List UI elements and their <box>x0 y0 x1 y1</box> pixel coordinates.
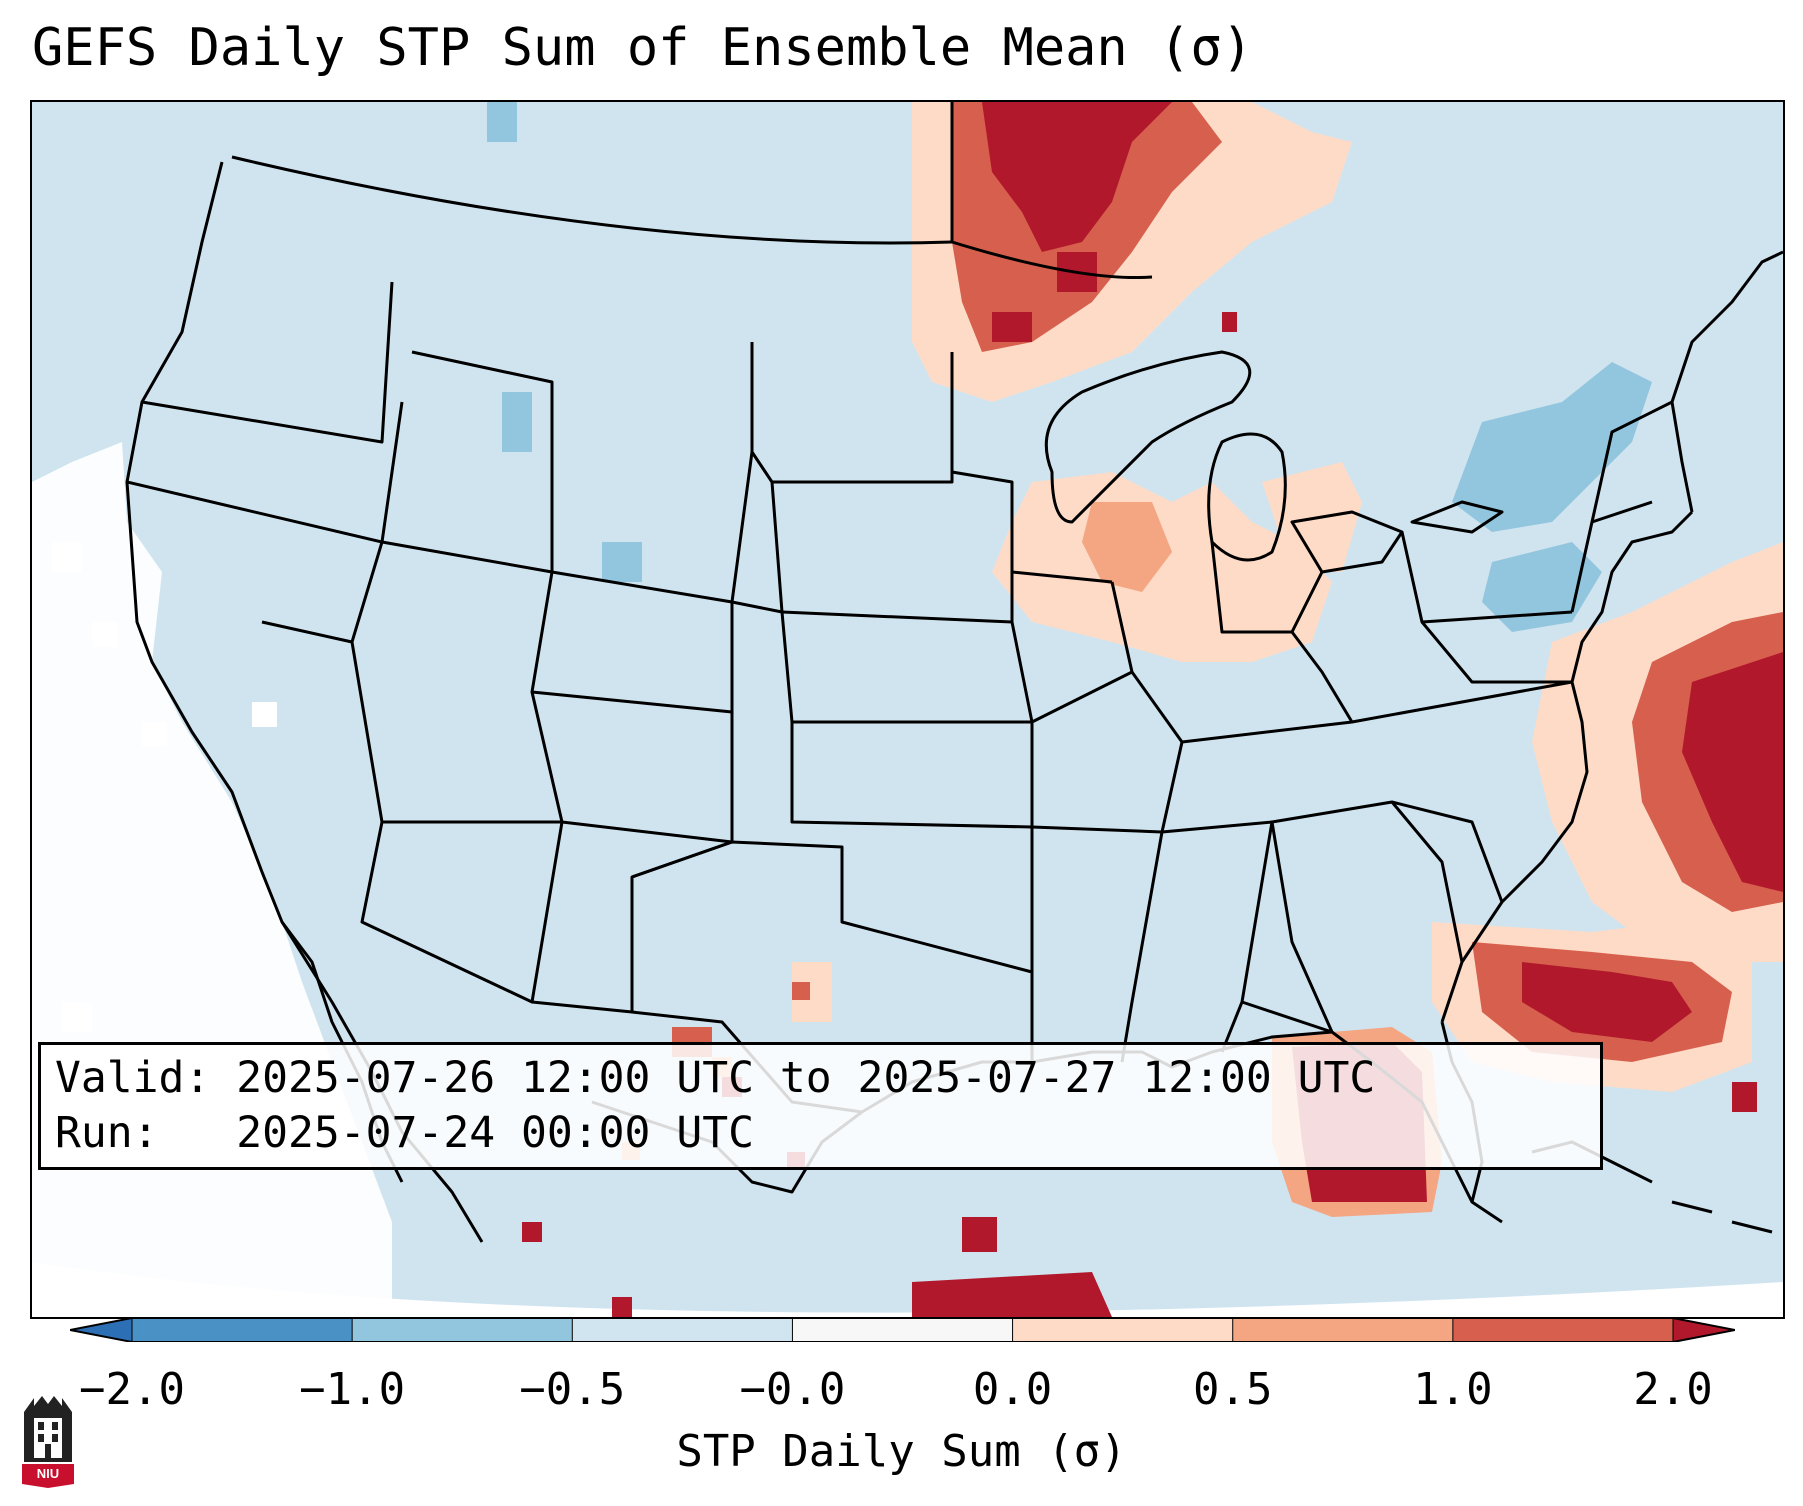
colorbar-tick-label: −0.5 <box>519 1364 626 1415</box>
colorbar-tick-label: 0.0 <box>972 1364 1053 1415</box>
valid-row: Valid: 2025-07-26 12:00 UTC to 2025-07-2… <box>55 1051 1586 1106</box>
valid-label: Valid: <box>55 1053 211 1103</box>
run-value: 2025-07-24 00:00 UTC <box>236 1108 754 1158</box>
niu-logo-icon <box>22 1396 74 1488</box>
colorbar-segment <box>132 1318 353 1342</box>
info-box: Valid: 2025-07-26 12:00 UTC to 2025-07-2… <box>38 1042 1603 1170</box>
colorbar-segment <box>572 1318 793 1342</box>
colorbar-segment <box>1232 1318 1454 1342</box>
colorbar-segment <box>792 1318 1014 1342</box>
valid-value: 2025-07-26 12:00 UTC to 2025-07-27 12:00… <box>236 1053 1376 1103</box>
colorbar <box>70 1318 1735 1342</box>
colorbar-tick-label: 1.0 <box>1413 1364 1493 1415</box>
niu-logo-text: NIU <box>36 1466 60 1481</box>
colorbar-extend-high <box>1673 1318 1735 1342</box>
colorbar-segment <box>1012 1318 1234 1342</box>
colorbar-label: STP Daily Sum (σ) <box>676 1426 1127 1477</box>
anomaly-region-northern-plains <box>912 102 1352 402</box>
run-row: Run: 2025-07-24 00:00 UTC <box>55 1106 1586 1161</box>
run-label: Run: <box>55 1108 159 1158</box>
colorbar-extend-low <box>70 1318 132 1342</box>
near-zero-region-pacific <box>32 442 392 1317</box>
colorbar-segment <box>352 1318 573 1342</box>
anomaly-region-great-lakes <box>992 312 1362 662</box>
colorbar-tick-label: −0.0 <box>739 1364 846 1415</box>
map-title: GEFS Daily STP Sum of Ensemble Mean (σ) <box>32 18 1253 78</box>
anomaly-region-atlantic <box>1432 542 1783 1112</box>
anomaly-region-gulf <box>522 1217 1112 1317</box>
colorbar-segment <box>1452 1318 1674 1342</box>
projection-edge <box>32 1262 1783 1317</box>
colorbar-tick-label: 0.5 <box>1192 1364 1273 1415</box>
colorbar-tick-label: −1.0 <box>299 1364 406 1415</box>
colorbar-tick-label: 2.0 <box>1633 1364 1713 1415</box>
colorbar-tick-label: −2.0 <box>79 1364 185 1415</box>
